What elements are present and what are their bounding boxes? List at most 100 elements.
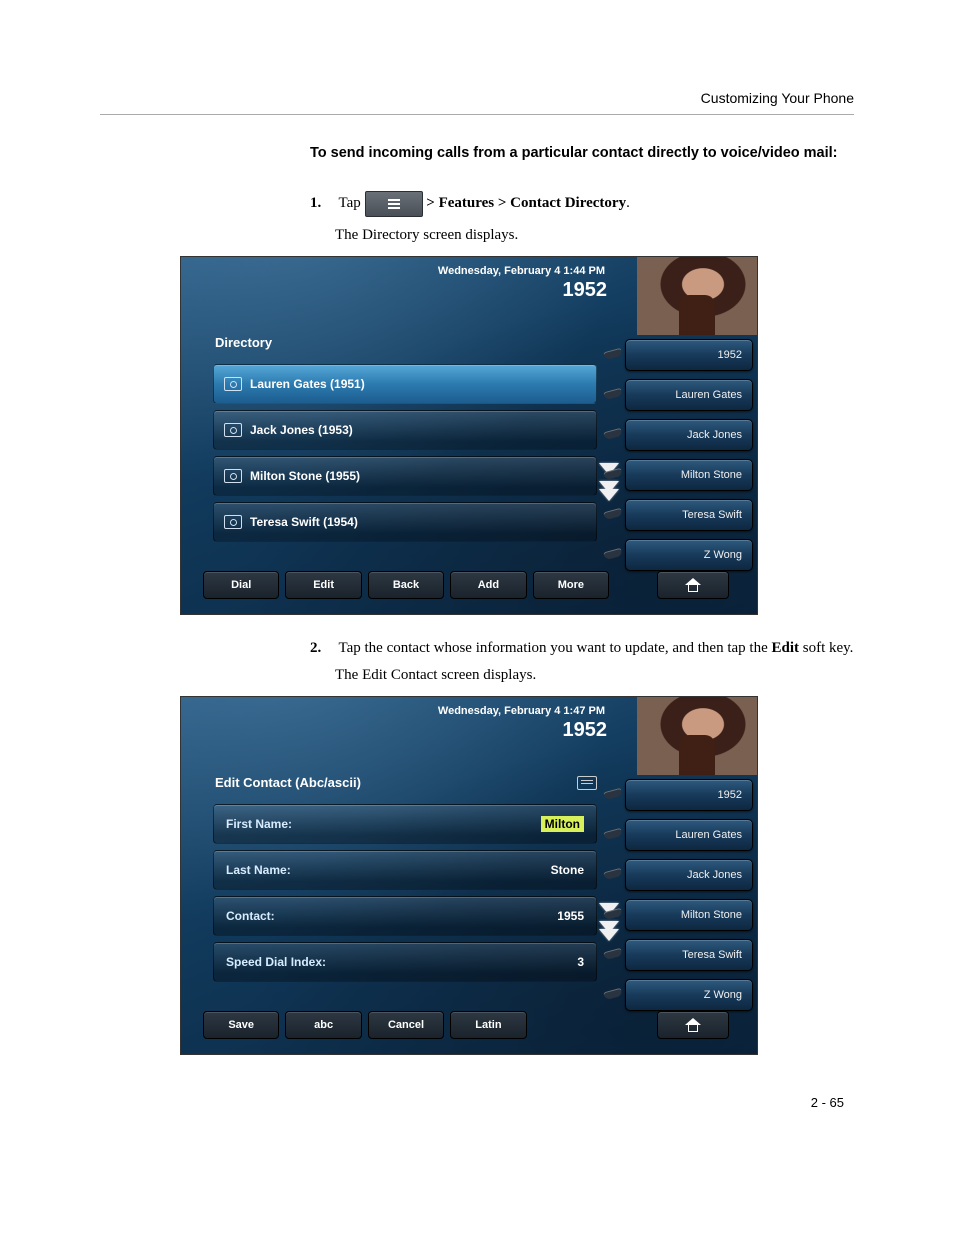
line-key-label: Z Wong <box>704 989 742 1001</box>
handset-icon <box>603 828 622 840</box>
avatar <box>637 697 757 775</box>
double-chevron-down-icon <box>599 481 627 501</box>
field-label: Speed Dial Index: <box>226 955 326 969</box>
softkey-abc[interactable]: abc <box>285 1011 361 1039</box>
line-key-label: Jack Jones <box>687 429 742 441</box>
extension-label: 1952 <box>563 279 608 302</box>
line-key[interactable]: Milton Stone <box>625 899 753 931</box>
step-2-num: 2. <box>310 640 335 657</box>
panel-title-text: Directory <box>215 335 272 350</box>
line-key[interactable]: Teresa Swift <box>625 939 753 971</box>
line-key-own[interactable]: 1952 <box>625 779 753 811</box>
double-chevron-down-icon <box>599 921 627 941</box>
softkey-more[interactable]: More <box>533 571 609 599</box>
form-row-speed-dial[interactable]: Speed Dial Index: 3 <box>213 942 597 982</box>
line-key-label: Milton Stone <box>681 909 742 921</box>
directory-row[interactable]: Teresa Swift (1954) <box>213 502 597 542</box>
field-value: Stone <box>551 863 584 877</box>
softkey-dial[interactable]: Dial <box>203 571 279 599</box>
handset-icon <box>603 508 622 520</box>
line-key-own[interactable]: 1952 <box>625 339 753 371</box>
step-1: 1. Tap > Features > Contact Directory. <box>310 191 854 217</box>
handset-icon <box>603 428 622 440</box>
panel-title: Directory <box>213 335 597 350</box>
contact-card-icon <box>224 377 242 391</box>
handset-icon <box>603 548 622 560</box>
section-heading: To send incoming calls from a particular… <box>310 145 854 161</box>
directory-row-label: Jack Jones (1953) <box>250 423 353 437</box>
directory-row[interactable]: Milton Stone (1955) <box>213 456 597 496</box>
step-2-text-a: Tap the contact whose information you wa… <box>338 640 771 656</box>
line-key[interactable]: Lauren Gates <box>625 379 753 411</box>
handset-icon <box>603 788 622 800</box>
field-label: Contact: <box>226 909 275 923</box>
directory-row[interactable]: Jack Jones (1953) <box>213 410 597 450</box>
line-key-label: Lauren Gates <box>675 389 742 401</box>
keyboard-icon[interactable] <box>577 776 597 790</box>
home-button[interactable] <box>657 571 729 599</box>
directory-row-label: Teresa Swift (1954) <box>250 515 358 529</box>
field-label: First Name: <box>226 817 292 831</box>
home-icon <box>685 1018 701 1032</box>
handset-icon <box>603 988 622 1000</box>
step-1-tap: Tap <box>338 195 360 211</box>
line-key[interactable]: Jack Jones <box>625 859 753 891</box>
field-label: Last Name: <box>226 863 291 877</box>
line-key[interactable]: Milton Stone <box>625 459 753 491</box>
home-icon <box>685 578 701 592</box>
line-key[interactable]: Jack Jones <box>625 419 753 451</box>
menu-icon <box>365 191 423 217</box>
directory-row[interactable]: Lauren Gates (1951) <box>213 364 597 404</box>
step-1-path: > Features > Contact Directory <box>426 195 626 211</box>
clock-label: Wednesday, February 4 1:44 PM <box>181 265 617 277</box>
handset-icon <box>603 388 622 400</box>
softkey-save[interactable]: Save <box>203 1011 279 1039</box>
handset-icon <box>603 868 622 880</box>
page-number: 2 - 65 <box>100 1095 844 1110</box>
line-key-label: Z Wong <box>704 549 742 561</box>
step-2-result: The Edit Contact screen displays. <box>335 667 854 684</box>
handset-icon <box>603 348 622 360</box>
contact-card-icon <box>224 515 242 529</box>
step-1-result: The Directory screen displays. <box>335 227 854 244</box>
clock-label: Wednesday, February 4 1:47 PM <box>181 705 617 717</box>
softkey-add[interactable]: Add <box>450 571 526 599</box>
step-1-period: . <box>626 195 630 211</box>
softkey-back[interactable]: Back <box>368 571 444 599</box>
avatar <box>637 257 757 335</box>
field-value: Milton <box>541 816 584 832</box>
softkey-edit[interactable]: Edit <box>285 571 361 599</box>
line-key-label: Jack Jones <box>687 869 742 881</box>
field-value: 3 <box>577 955 584 969</box>
line-key-label: Lauren Gates <box>675 829 742 841</box>
line-key[interactable]: Z Wong <box>625 979 753 1011</box>
contact-card-icon <box>224 423 242 437</box>
form-row-first-name[interactable]: First Name: Milton <box>213 804 597 844</box>
step-2-edit-word: Edit <box>771 640 799 656</box>
directory-row-label: Milton Stone (1955) <box>250 469 360 483</box>
directory-row-label: Lauren Gates (1951) <box>250 377 365 391</box>
step-1-num: 1. <box>310 195 335 212</box>
line-key-label: 1952 <box>718 349 742 361</box>
softkey-cancel[interactable]: Cancel <box>368 1011 444 1039</box>
panel-title-text: Edit Contact (Abc/ascii) <box>215 775 361 790</box>
header-rule <box>100 114 854 115</box>
contact-card-icon <box>224 469 242 483</box>
softkey-latin[interactable]: Latin <box>450 1011 526 1039</box>
edit-contact-screenshot: Wednesday, February 4 1:47 PM 1952 Edit … <box>180 696 758 1055</box>
directory-screenshot: Wednesday, February 4 1:44 PM 1952 Direc… <box>180 256 758 615</box>
line-key[interactable]: Teresa Swift <box>625 499 753 531</box>
handset-icon <box>603 908 622 920</box>
form-row-last-name[interactable]: Last Name: Stone <box>213 850 597 890</box>
line-key-label: 1952 <box>718 789 742 801</box>
handset-icon <box>603 948 622 960</box>
line-key-label: Teresa Swift <box>682 949 742 961</box>
line-key-label: Teresa Swift <box>682 509 742 521</box>
field-value: 1955 <box>557 909 584 923</box>
step-2-text-b: soft key. <box>799 640 853 656</box>
line-key[interactable]: Lauren Gates <box>625 819 753 851</box>
step-2: 2. Tap the contact whose information you… <box>310 640 854 657</box>
form-row-contact[interactable]: Contact: 1955 <box>213 896 597 936</box>
home-button[interactable] <box>657 1011 729 1039</box>
line-key[interactable]: Z Wong <box>625 539 753 571</box>
